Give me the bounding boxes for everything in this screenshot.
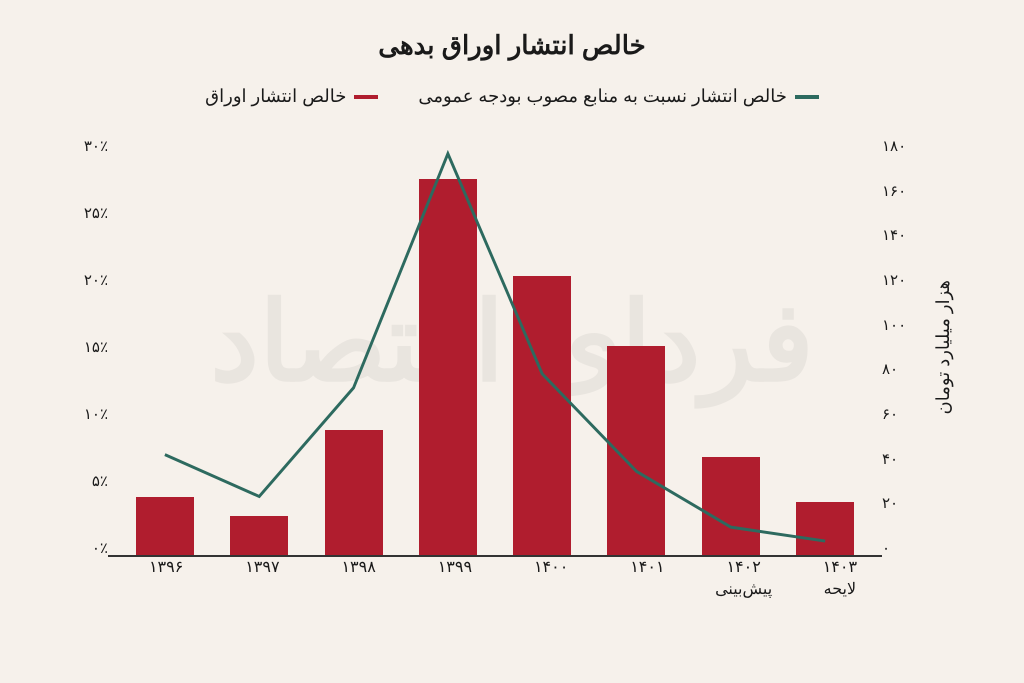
bars-group [108, 137, 882, 555]
y-left-tick: ۱۶۰ [882, 182, 906, 200]
y-right-tick: ۲۰٪ [84, 271, 108, 289]
y-axis-right: ۳۰٪ ۲۵٪ ۲۰٪ ۱۵٪ ۱۰٪ ۵٪ ۰٪ [60, 137, 108, 557]
y-right-tick: ۵٪ [92, 472, 108, 490]
y-right-tick: ۳۰٪ [84, 137, 108, 155]
bar [513, 276, 571, 555]
x-label: ۱۴۰۲پیش‌بینی [715, 557, 773, 602]
x-label: ۱۴۰۳لایحه [811, 557, 869, 602]
chart-container: فردای اقتصاد خالص انتشار اوراق بدهی خالص… [0, 0, 1024, 683]
x-axis: ۱۳۹۶ ۱۳۹۷ ۱۳۹۸ ۱۳۹۹ ۱۴۰۰ ۱۴۰۱ ۱۴۰۲پیش‌بینی ۱۴۰۳… [108, 557, 898, 602]
bar [419, 179, 477, 555]
bar [702, 457, 760, 555]
x-label: ۱۳۹۶ [137, 557, 195, 602]
chart-title: خالص انتشار اوراق بدهی [60, 30, 964, 61]
y-left-tick: ۱۰۰ [882, 316, 906, 334]
legend-swatch-line [795, 95, 819, 99]
bar [136, 497, 194, 555]
y-left-tick: ۱۴۰ [882, 226, 906, 244]
x-label: ۱۳۹۷ [233, 557, 291, 602]
y-left-tick: ۲۰ [882, 494, 898, 512]
legend-item-bar: خالص انتشار اوراق [205, 86, 378, 107]
legend-swatch-bar [354, 95, 378, 99]
bar [230, 516, 288, 555]
y-left-tick: ۰ [882, 539, 890, 557]
x-spacer-right [60, 557, 108, 602]
x-label: ۱۴۰۱ [618, 557, 676, 602]
x-axis-row: ۱۳۹۶ ۱۳۹۷ ۱۳۹۸ ۱۳۹۹ ۱۴۰۰ ۱۴۰۱ ۱۴۰۲پیش‌بینی ۱۴۰۳… [60, 557, 964, 602]
y-left-tick: ۱۲۰ [882, 271, 906, 289]
y-left-tick: ۱۸۰ [882, 137, 906, 155]
legend-item-line: خالص انتشار نسبت به منابع مصوب بودجه عمو… [418, 86, 819, 107]
y-left-tick: ۴۰ [882, 450, 898, 468]
bar [325, 430, 383, 555]
plot-area [108, 137, 882, 557]
y-left-tick: ۸۰ [882, 360, 898, 378]
legend-label-bar: خالص انتشار اوراق [205, 86, 346, 107]
legend: خالص انتشار نسبت به منابع مصوب بودجه عمو… [60, 86, 964, 107]
y-left-tick: ۶۰ [882, 405, 898, 423]
bar [607, 346, 665, 555]
x-label: ۱۴۰۰ [522, 557, 580, 602]
y-axis-left: ۱۸۰ ۱۶۰ ۱۴۰ ۱۲۰ ۱۰۰ ۸۰ ۶۰ ۴۰ ۲۰ ۰ [882, 137, 922, 557]
x-spacer-left [898, 557, 964, 602]
y-right-tick: ۱۰٪ [84, 405, 108, 423]
y-axis-left-label: هزار میلیارد تومان [922, 280, 964, 414]
y-right-tick: ۱۵٪ [84, 338, 108, 356]
bar [796, 502, 854, 555]
y-right-tick: ۲۵٪ [84, 204, 108, 222]
plot-wrapper: هزار میلیارد تومان ۱۸۰ ۱۶۰ ۱۴۰ ۱۲۰ ۱۰۰ ۸۰ ۶۰ ۴۰… [60, 137, 964, 557]
x-label: ۱۳۹۸ [330, 557, 388, 602]
y-right-tick: ۰٪ [92, 539, 108, 557]
x-label: ۱۳۹۹ [426, 557, 484, 602]
legend-label-line: خالص انتشار نسبت به منابع مصوب بودجه عمو… [418, 86, 787, 107]
